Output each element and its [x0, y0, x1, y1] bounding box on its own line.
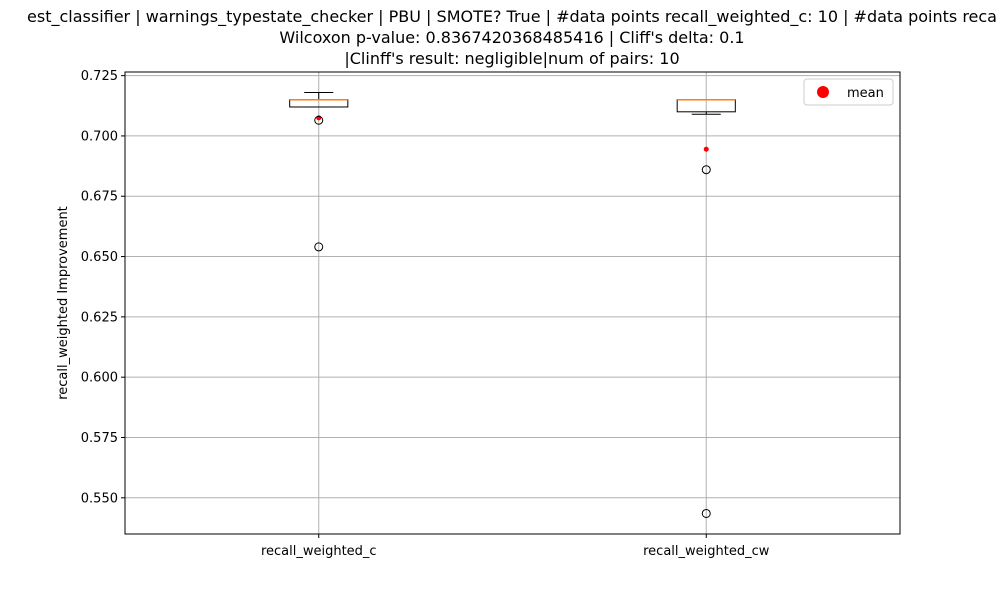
y-tick-label: 0.700 — [81, 129, 118, 144]
x-tick-label: recall_weighted_cw — [643, 544, 770, 559]
outlier-point — [701, 508, 711, 518]
box-plots — [289, 92, 736, 518]
grid-lines — [125, 72, 900, 534]
outlier-point — [701, 165, 711, 175]
y-axis-ticks: 0.550 0.575 0.600 0.625 0.650 0.675 0.700 0.725 — [81, 69, 125, 506]
y-tick-label: 0.575 — [81, 431, 118, 446]
legend-mean-label: mean — [847, 86, 884, 101]
y-tick-label: 0.625 — [81, 310, 118, 325]
y-tick-label: 0.675 — [81, 190, 118, 205]
box-recall_weighted_c — [289, 92, 349, 252]
legend: mean — [803, 78, 894, 106]
y-tick-label: 0.600 — [81, 371, 118, 386]
title-line-2: Wilcoxon p-value: 0.8367420368485416 | C… — [279, 28, 744, 47]
title-line-3: |Clinff's result: negligible|num of pair… — [344, 49, 679, 68]
y-axis-label: recall_weighted Improvement — [56, 206, 71, 400]
mean-point — [703, 146, 709, 152]
y-tick-label: 0.725 — [81, 69, 118, 84]
legend-frame — [803, 78, 894, 106]
outlier-point — [314, 242, 324, 252]
box-recall_weighted_cw — [676, 98, 736, 518]
title-line-1: est_classifier | warnings_typestate_chec… — [27, 7, 997, 27]
x-tick-label: recall_weighted_c — [261, 544, 377, 559]
outlier-point — [314, 115, 324, 125]
plot-area-frame — [124, 71, 901, 535]
chart-title: est_classifier | warnings_typestate_chec… — [27, 7, 997, 68]
legend-mean-marker — [817, 86, 829, 98]
y-tick-label: 0.550 — [81, 491, 118, 506]
y-tick-label: 0.650 — [81, 250, 118, 265]
x-axis-ticks: recall_weighted_c recall_weighted_cw — [261, 534, 770, 559]
